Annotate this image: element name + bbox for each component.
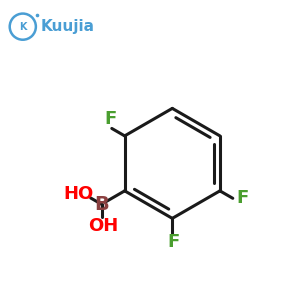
Text: F: F (104, 110, 116, 128)
Text: F: F (168, 233, 180, 251)
Text: K: K (19, 22, 26, 32)
Text: B: B (94, 195, 109, 214)
Text: OH: OH (88, 217, 118, 235)
Text: Kuujia: Kuujia (40, 19, 94, 34)
Text: HO: HO (64, 185, 94, 203)
Text: F: F (236, 189, 249, 207)
